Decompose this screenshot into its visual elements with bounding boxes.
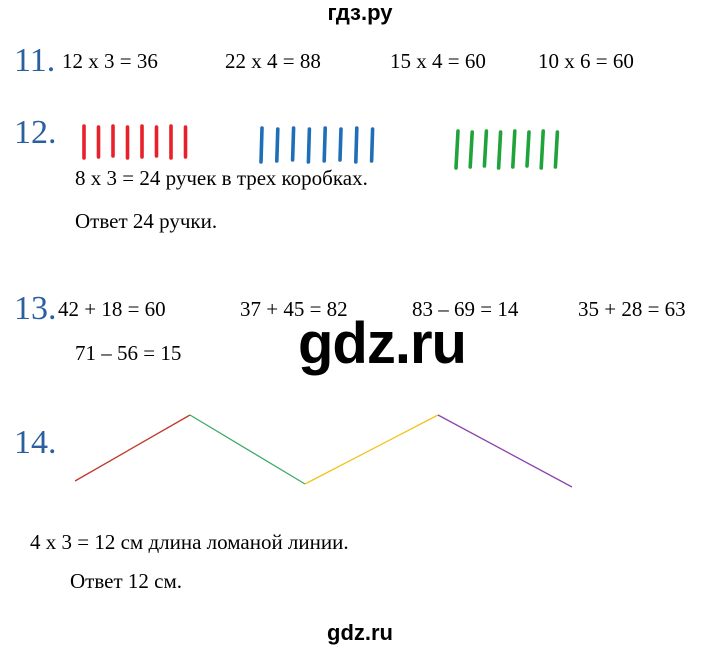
pen-stick [353,126,359,164]
task-12-answer: Ответ 24 ручки. [75,209,218,233]
task-13-equation-4: 35 + 28 = 63 [578,297,686,321]
pen-stick [322,126,328,163]
broken-line-segment-2 [189,414,306,485]
pen-stick [274,127,280,163]
task-13-equation-3: 83 – 69 = 14 [412,297,519,321]
task-14-number: 14. [14,424,57,461]
task-13-equation-5: 71 – 56 = 15 [75,341,182,365]
pen-stick [338,127,343,162]
task-11-equation-4: 10 x 6 = 60 [538,49,634,73]
task-13-equation-1: 42 + 18 = 60 [58,297,166,321]
green-pen-group [454,129,560,170]
task-12-number: 12. [14,114,57,151]
pen-stick [306,127,312,164]
pen-stick [290,126,296,162]
pen-stick [539,129,546,170]
broken-line-segment-4 [437,414,573,488]
task-14-answer: Ответ 12 см. [70,569,182,593]
pen-stick [510,129,517,169]
site-header: гдз.ру [327,0,393,25]
pen-stick [525,130,531,168]
pen-stick [553,130,560,169]
blue-pen-group [259,126,375,164]
site-footer: gdz.ru [327,620,393,645]
pen-stick [259,126,264,164]
watermark-middle: gdz.ru [298,311,467,376]
broken-line-segment-3 [304,414,439,485]
pen-stick [454,129,460,170]
task-13-number: 13. [14,290,57,327]
task-12-equation: 8 x 3 = 24 ручек в трех коробках. [75,166,368,190]
pen-stick [496,130,503,170]
task-14-equation: 4 x 3 = 12 см длина ломаной линии. [30,530,349,554]
task-13-equation-2: 37 + 45 = 82 [240,297,348,321]
pen-stick [369,127,375,163]
pen-stick [482,129,489,168]
broken-line-segment-1 [74,414,191,482]
task-11-equation-3: 15 x 4 = 60 [390,49,486,73]
task-11-equation-2: 22 x 4 = 88 [225,49,321,73]
task-11-equation-1: 12 x 3 = 36 [62,49,158,73]
broken-line [74,414,573,488]
pen-stick [468,130,475,169]
task-11-number: 11. [14,42,56,79]
red-pen-group [82,124,188,160]
